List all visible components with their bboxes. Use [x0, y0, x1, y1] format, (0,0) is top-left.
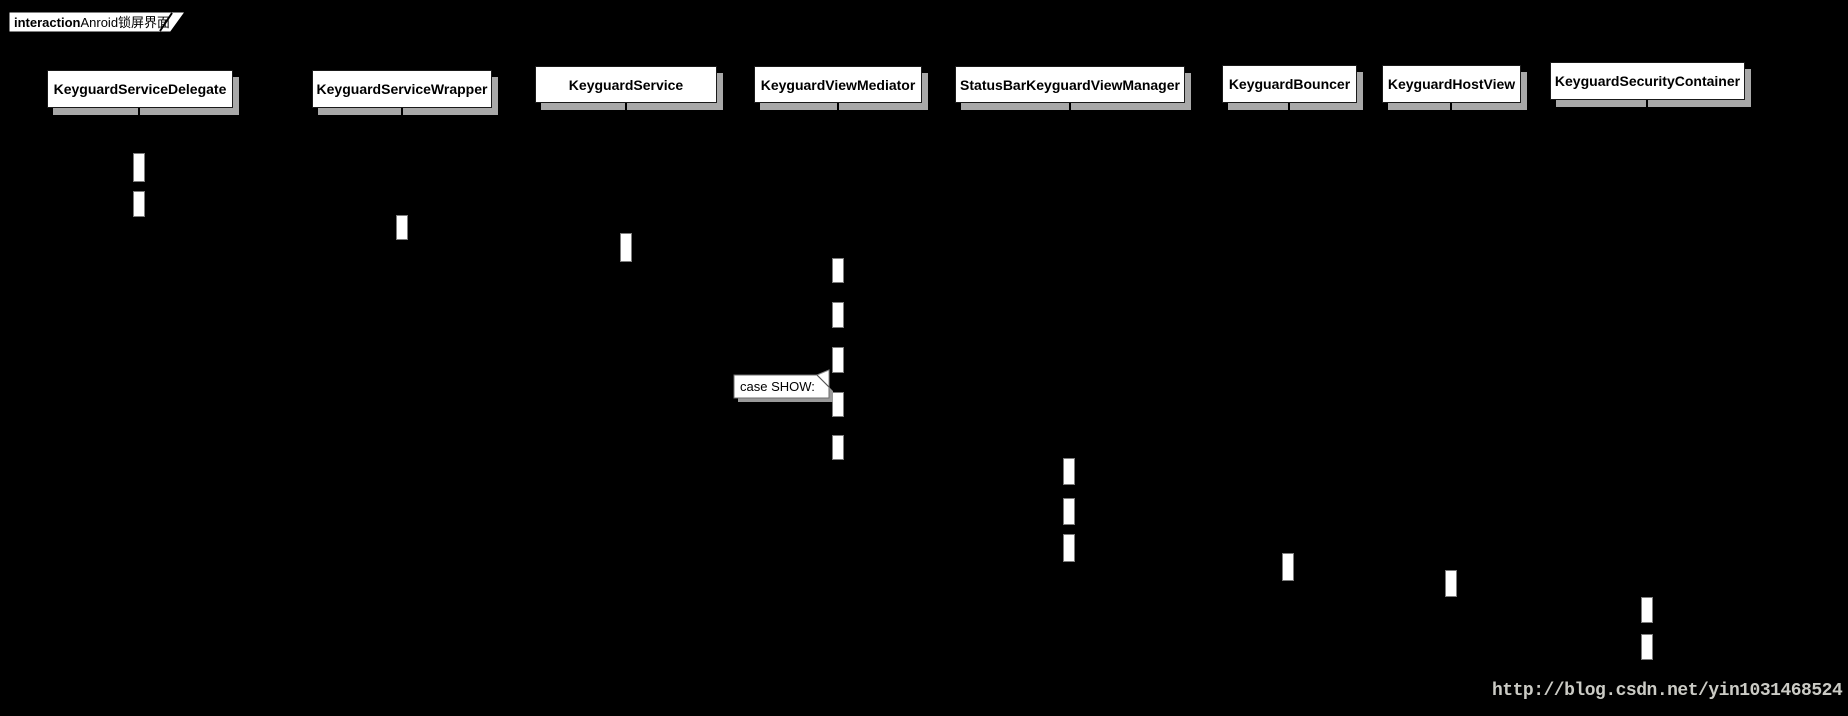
activation-bar — [832, 347, 844, 373]
participant-status-bar-keyguard-view-manager: StatusBarKeyguardViewManager — [955, 66, 1185, 103]
participant-label: KeyguardServiceWrapper — [316, 81, 488, 97]
activation-bar — [1641, 634, 1653, 660]
lifeline-stub — [1450, 103, 1452, 111]
participant-keyguard-bouncer: KeyguardBouncer — [1222, 65, 1357, 103]
frame-label-tab — [9, 12, 184, 32]
activation-bar — [620, 233, 632, 262]
participant-keyguard-host-view: KeyguardHostView — [1382, 65, 1521, 103]
participant-label: KeyguardServiceDelegate — [53, 81, 227, 97]
watermark-url: http://blog.csdn.net/yin1031468524 — [1492, 681, 1843, 701]
frame-keyword: interaction — [14, 15, 81, 30]
activation-bar — [1445, 570, 1457, 597]
lifeline-stub — [625, 103, 627, 111]
participant-keyguard-service-wrapper: KeyguardServiceWrapper — [312, 70, 492, 108]
lifeline-stub — [1288, 103, 1290, 111]
lifeline-stub — [1646, 100, 1648, 108]
participant-label: KeyguardHostView — [1387, 76, 1516, 92]
note-label: case SHOW: — [740, 379, 815, 394]
activation-bar — [1063, 458, 1075, 485]
diagram-title: interactionAnroid锁屏界面 — [14, 15, 170, 31]
activation-bar — [832, 392, 844, 417]
activation-bar — [396, 215, 408, 240]
participant-keyguard-service-delegate: KeyguardServiceDelegate — [47, 70, 233, 108]
frame-title-text: Anroid锁屏界面 — [80, 15, 171, 30]
activation-bar — [832, 258, 844, 283]
participant-label: KeyguardSecurityContainer — [1554, 73, 1741, 89]
activation-bar — [133, 153, 145, 182]
activation-bar — [1063, 534, 1075, 562]
participant-label: StatusBarKeyguardViewManager — [960, 76, 1180, 93]
participant-label: KeyguardViewMediator — [760, 76, 916, 93]
participant-keyguard-view-mediator: KeyguardViewMediator — [754, 66, 922, 103]
lifeline-stub — [401, 108, 403, 116]
participant-keyguard-security-container: KeyguardSecurityContainer — [1550, 62, 1745, 100]
note-shape — [733, 369, 833, 402]
activation-bar — [832, 435, 844, 460]
participant-label: KeyguardBouncer — [1228, 76, 1351, 92]
activation-bar — [1282, 553, 1294, 581]
lifeline-stub — [1069, 103, 1071, 111]
activation-bar — [133, 191, 145, 217]
participant-keyguard-service: KeyguardService — [535, 66, 717, 103]
participant-label: KeyguardService — [568, 76, 684, 93]
activation-bar — [1641, 597, 1653, 623]
activation-bar — [832, 302, 844, 328]
activation-bar — [1063, 498, 1075, 525]
lifeline-stub — [138, 108, 140, 116]
lifeline-stub — [837, 103, 839, 111]
